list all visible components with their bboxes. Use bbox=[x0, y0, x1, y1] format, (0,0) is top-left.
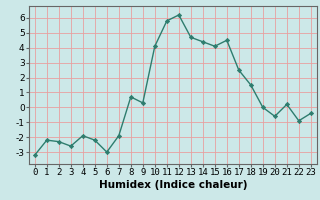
X-axis label: Humidex (Indice chaleur): Humidex (Indice chaleur) bbox=[99, 180, 247, 190]
